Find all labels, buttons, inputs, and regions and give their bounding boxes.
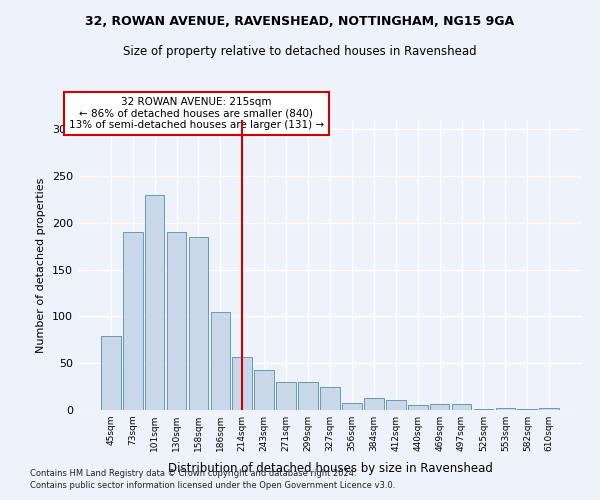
Text: 32 ROWAN AVENUE: 215sqm
← 86% of detached houses are smaller (840)
13% of semi-d: 32 ROWAN AVENUE: 215sqm ← 86% of detache… (69, 97, 324, 130)
Bar (320, 386, 340, 410)
Bar (211, 312, 230, 410)
Bar (188, 237, 208, 410)
Bar (364, 398, 384, 410)
Bar (452, 404, 472, 410)
Bar (496, 408, 515, 410)
Bar (430, 404, 449, 410)
Bar (386, 400, 406, 410)
Bar (254, 370, 274, 410)
Bar (145, 195, 164, 410)
Text: Contains public sector information licensed under the Open Government Licence v3: Contains public sector information licen… (30, 481, 395, 490)
Text: Size of property relative to detached houses in Ravenshead: Size of property relative to detached ho… (123, 45, 477, 58)
Bar (517, 409, 537, 410)
Bar (167, 232, 187, 410)
Bar (298, 382, 318, 410)
Bar (232, 356, 252, 410)
Bar (473, 409, 493, 410)
X-axis label: Distribution of detached houses by size in Ravenshead: Distribution of detached houses by size … (167, 462, 493, 475)
Bar (101, 336, 121, 410)
Text: Contains HM Land Registry data © Crown copyright and database right 2024.: Contains HM Land Registry data © Crown c… (30, 468, 356, 477)
Bar (342, 404, 362, 410)
Bar (123, 232, 143, 410)
Text: 32, ROWAN AVENUE, RAVENSHEAD, NOTTINGHAM, NG15 9GA: 32, ROWAN AVENUE, RAVENSHEAD, NOTTINGHAM… (85, 15, 515, 28)
Bar (276, 382, 296, 410)
Bar (408, 406, 428, 410)
Bar (539, 408, 559, 410)
Y-axis label: Number of detached properties: Number of detached properties (37, 178, 46, 352)
